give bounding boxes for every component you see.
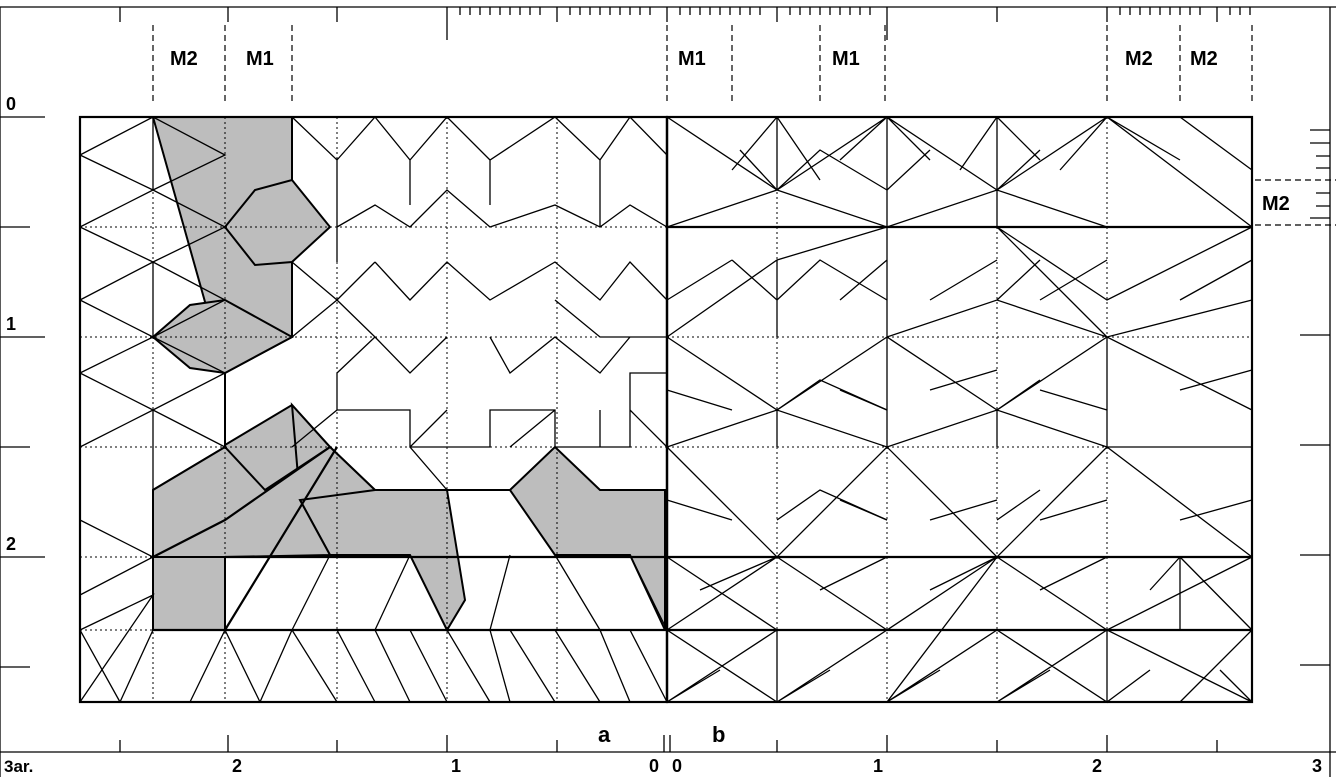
- bottom-labels: 3ar. 2 1 0 0 1 2 3 a b: [4, 722, 1322, 776]
- left-tick-0: 0: [6, 94, 16, 114]
- module-label-m1-b: M1: [678, 48, 706, 70]
- frame: [0, 6, 1336, 777]
- bottom-tick-b-0: 0: [672, 756, 682, 776]
- left-tick-2: 2: [6, 534, 16, 554]
- module-guides: [152, 25, 1336, 226]
- module-labels-top: M2 M1 M1 M1 M2 M2 M2: [170, 48, 1290, 215]
- bottom-ruler: [119, 735, 1218, 752]
- left-axis-labels: 0 1 2: [6, 94, 16, 554]
- bottom-tick-b-2: 2: [1092, 756, 1102, 776]
- left-tick-1: 1: [6, 314, 16, 334]
- shaded-band-horizontal: [290, 402, 666, 633]
- panel-b-label: b: [712, 722, 725, 747]
- right-ruler: [1300, 129, 1330, 666]
- module-label-m2-b: M2: [1125, 48, 1153, 70]
- bottom-tick-a-1: 1: [451, 756, 461, 776]
- bottom-tick-b-3: 3: [1312, 756, 1322, 776]
- module-label-right-m2: M2: [1262, 193, 1290, 215]
- bottom-tick-a-0: 0: [649, 756, 659, 776]
- module-label-m2-a: M2: [170, 48, 198, 70]
- module-label-m1-c: M1: [832, 48, 860, 70]
- bottom-unit-label: 3ar.: [4, 757, 33, 776]
- top-ruler: [119, 7, 1251, 40]
- left-axis: [0, 116, 45, 668]
- module-label-m2-c: M2: [1190, 48, 1218, 70]
- panel-b-tiling: [665, 115, 1254, 704]
- panel-a-label: a: [598, 722, 611, 747]
- panel-a-tiling: [78, 115, 669, 704]
- bottom-tick-a-2: 2: [232, 756, 242, 776]
- bottom-tick-b-1: 1: [873, 756, 883, 776]
- module-label-m1-a: M1: [246, 48, 274, 70]
